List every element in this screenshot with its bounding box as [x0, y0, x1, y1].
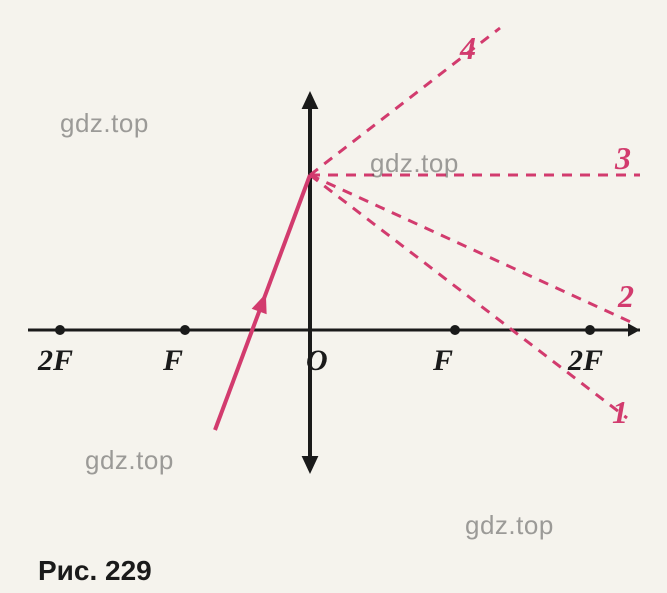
- watermark-2: gdz.top: [370, 148, 459, 179]
- axis-label-F-left: F: [163, 344, 183, 378]
- axis-label-F-right: F: [433, 344, 453, 378]
- ray-label-3: 3: [615, 140, 631, 177]
- ray-label-2: 2: [618, 278, 634, 315]
- diagram-container: 2F F F 2F O 1 2 3 4 gdz.top gdz.top gdz.…: [0, 0, 667, 593]
- ray-label-1: 1: [612, 394, 628, 431]
- axis-label-2F-left: 2F: [38, 344, 73, 378]
- ray-label-4: 4: [460, 30, 476, 67]
- diagram-svg: [0, 0, 667, 593]
- watermark-3: gdz.top: [85, 445, 174, 476]
- axis-label-2F-right: 2F: [568, 344, 603, 378]
- origin-label: O: [306, 344, 328, 378]
- figure-caption: Рис. 229: [38, 555, 152, 587]
- watermark-1: gdz.top: [60, 108, 149, 139]
- watermark-4: gdz.top: [465, 510, 554, 541]
